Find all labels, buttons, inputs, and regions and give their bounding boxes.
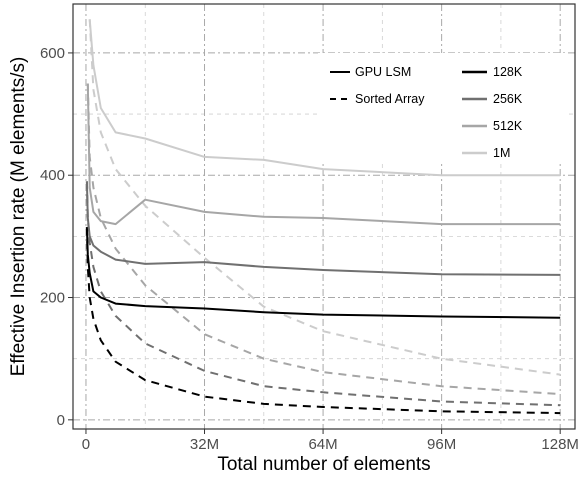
y-tick-label: 400 (40, 167, 65, 184)
series-line-128k-gpu-lsm (85, 227, 561, 319)
x-tick-label: 32M (190, 436, 219, 453)
x-axis-title: Total number of elements (217, 454, 430, 475)
x-tick-label: 0 (82, 436, 90, 453)
axis-ticks: 0 32M 64M 96M 128M 0 200 400 600 (40, 45, 579, 453)
legend-label: Sorted Array (355, 92, 425, 106)
legend-label: 1M (493, 146, 510, 160)
y-tick-label: 600 (40, 45, 65, 62)
legend: GPU LSM Sorted Array 128K 256K 512K 1M (318, 53, 568, 163)
y-axis-title: Effective Insertion rate (M elements/s) (8, 57, 29, 377)
panel-border (72, 3, 576, 430)
series-line-512k-gpu-lsm (86, 83, 561, 226)
series-line-128k-sorted-array (85, 227, 561, 415)
series-line-512k-sorted-array (86, 83, 561, 396)
series-line-1m-gpu-lsm (88, 19, 561, 177)
legend-label: 128K (493, 65, 523, 79)
x-tick-label: 64M (308, 436, 337, 453)
legend-background (318, 53, 568, 163)
legend-label: 256K (493, 92, 523, 106)
series-line-256k-sorted-array (85, 181, 561, 407)
legend-label: 512K (493, 119, 523, 133)
y-tick-label: 0 (57, 412, 65, 429)
legend-label: GPU LSM (355, 65, 411, 79)
x-tick-label: 128M (541, 436, 579, 453)
x-tick-label: 96M (427, 436, 456, 453)
y-tick-label: 200 (40, 290, 65, 307)
grid (73, 4, 575, 429)
series-line-1m-sorted-array (88, 19, 561, 376)
series-layer (85, 19, 561, 415)
series-line-256k-gpu-lsm (85, 181, 561, 276)
